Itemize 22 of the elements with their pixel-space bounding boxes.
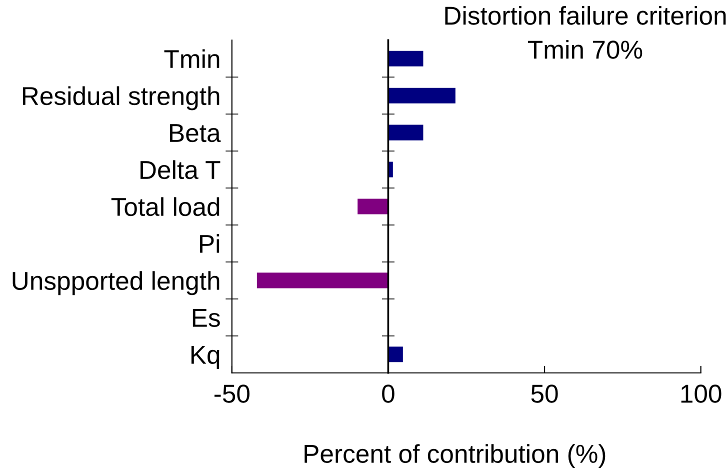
bar <box>388 124 424 140</box>
y-tick-label: Beta <box>170 124 221 142</box>
chart-title: Distortion failure criterion <box>445 6 726 25</box>
x-axis-title: Percent of contribution (%) <box>304 444 606 468</box>
y-tick-label: Tmin <box>164 49 220 68</box>
y-tick-label: Residual strength <box>22 86 220 110</box>
x-tick-label: -50 <box>214 384 250 403</box>
chart-subtitle: Tmin 70% <box>528 40 642 59</box>
x-tick-label: 0 <box>382 384 394 403</box>
y-tick-label: Delta T <box>140 160 220 180</box>
y-tick-label: Total load <box>111 197 220 216</box>
y-tick-label: Unspported length <box>12 271 220 296</box>
bar <box>256 272 388 288</box>
x-tick-label: 100 <box>681 384 722 403</box>
y-tick-label: Kq <box>191 346 220 370</box>
bar <box>388 88 456 104</box>
y-tick-label: Es <box>192 309 220 327</box>
bar <box>388 50 424 66</box>
x-tick-label: 50 <box>531 384 558 403</box>
y-tick-label: Pi <box>200 234 220 253</box>
bar <box>388 346 403 362</box>
bar <box>358 198 388 214</box>
